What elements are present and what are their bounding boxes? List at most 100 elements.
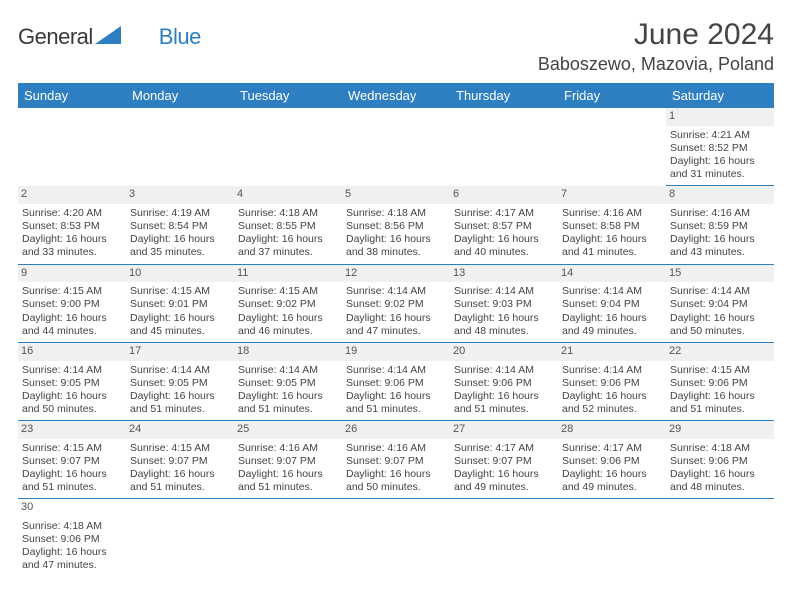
calendar-day: 12 Sunrise: 4:14 AMSunset: 9:02 PMDayligh… — [342, 264, 450, 342]
day-details: Sunrise: 4:16 AMSunset: 8:58 PMDaylight:… — [562, 207, 662, 260]
calendar-day: 16Sunrise: 4:14 AMSunset: 9:05 PMDayligh… — [18, 342, 126, 420]
day-details: Sunrise: 4:17 AMSunset: 9:07 PMDaylight:… — [454, 442, 554, 495]
calendar-row: 16Sunrise: 4:14 AMSunset: 9:05 PMDayligh… — [18, 342, 774, 420]
day-details: Sunrise: 4:19 AMSunset: 8:54 PMDaylight:… — [130, 207, 230, 260]
day-number: 20 — [450, 343, 558, 361]
calendar-empty — [558, 108, 666, 186]
calendar-day: 23Sunrise: 4:15 AMSunset: 9:07 PMDayligh… — [18, 421, 126, 499]
day-details: Sunrise: 4:18 AMSunset: 8:56 PMDaylight:… — [346, 207, 446, 260]
calendar-day: 19 Sunrise: 4:14 AMSunset: 9:06 PMDayligh… — [342, 342, 450, 420]
calendar-day: 10Sunrise: 4:15 AMSunset: 9:01 PMDayligh… — [126, 264, 234, 342]
calendar-day: 8 Sunrise: 4:16 AMSunset: 8:59 PMDaylight… — [666, 186, 774, 264]
day-details: Sunrise: 4:14 AMSunset: 9:05 PMDaylight:… — [22, 364, 122, 417]
calendar-row: 23Sunrise: 4:15 AMSunset: 9:07 PMDayligh… — [18, 421, 774, 499]
day-number: 24 — [126, 421, 234, 439]
calendar-row: 9 Sunrise: 4:15 AMSunset: 9:00 PMDaylight… — [18, 264, 774, 342]
day-number: 27 — [450, 421, 558, 439]
day-details: Sunrise: 4:17 AMSunset: 9:06 PMDaylight:… — [562, 442, 662, 495]
day-number: 28 — [558, 421, 666, 439]
day-details: Sunrise: 4:14 AMSunset: 9:04 PMDaylight:… — [562, 285, 662, 338]
calendar-day: 9 Sunrise: 4:15 AMSunset: 9:00 PMDaylight… — [18, 264, 126, 342]
calendar-day: 21Sunrise: 4:14 AMSunset: 9:06 PMDayligh… — [558, 342, 666, 420]
day-number: 8 — [666, 186, 774, 204]
day-details: Sunrise: 4:15 AMSunset: 9:06 PMDaylight:… — [670, 364, 770, 417]
day-number: 10 — [126, 265, 234, 283]
day-number: 1 — [666, 108, 774, 126]
calendar-day: 20 Sunrise: 4:14 AMSunset: 9:06 PMDayligh… — [450, 342, 558, 420]
day-header: Sunday — [18, 83, 126, 108]
day-number: 13 — [450, 265, 558, 283]
month-title: June 2024 — [538, 18, 774, 52]
day-number: 29 — [666, 421, 774, 439]
calendar-empty — [558, 499, 666, 577]
day-number: 3 — [126, 186, 234, 204]
calendar-row: 2 Sunrise: 4:20 AMSunset: 8:53 PMDaylight… — [18, 186, 774, 264]
calendar-day: 28 Sunrise: 4:17 AMSunset: 9:06 PMDayligh… — [558, 421, 666, 499]
day-details: Sunrise: 4:15 AMSunset: 9:00 PMDaylight:… — [22, 285, 122, 338]
day-details: Sunrise: 4:16 AMSunset: 8:59 PMDaylight:… — [670, 207, 770, 260]
location: Baboszewo, Mazovia, Poland — [538, 54, 774, 75]
day-details: Sunrise: 4:15 AMSunset: 9:07 PMDaylight:… — [130, 442, 230, 495]
day-number: 12 — [342, 265, 450, 283]
day-number: 11 — [234, 265, 342, 283]
day-details: Sunrise: 4:18 AMSunset: 9:06 PMDaylight:… — [670, 442, 770, 495]
day-details: Sunrise: 4:14 AMSunset: 9:05 PMDaylight:… — [130, 364, 230, 417]
calendar-empty — [342, 108, 450, 186]
day-header: Tuesday — [234, 83, 342, 108]
day-number: 30 — [18, 499, 126, 517]
calendar-day: 26 Sunrise: 4:16 AMSunset: 9:07 PMDayligh… — [342, 421, 450, 499]
calendar-empty — [450, 108, 558, 186]
calendar-day: 5 Sunrise: 4:18 AMSunset: 8:56 PMDaylight… — [342, 186, 450, 264]
day-number: 2 — [18, 186, 126, 204]
day-header: Monday — [126, 83, 234, 108]
day-details: Sunrise: 4:14 AMSunset: 9:06 PMDaylight:… — [454, 364, 554, 417]
day-number: 26 — [342, 421, 450, 439]
day-details: Sunrise: 4:18 AMSunset: 9:06 PMDaylight:… — [22, 520, 122, 573]
day-details: Sunrise: 4:16 AMSunset: 9:07 PMDaylight:… — [346, 442, 446, 495]
calendar-day: 25Sunrise: 4:16 AMSunset: 9:07 PMDayligh… — [234, 421, 342, 499]
day-details: Sunrise: 4:17 AMSunset: 8:57 PMDaylight:… — [454, 207, 554, 260]
day-number: 19 — [342, 343, 450, 361]
calendar-day: 4 Sunrise: 4:18 AMSunset: 8:55 PMDaylight… — [234, 186, 342, 264]
calendar-day: 18Sunrise: 4:14 AMSunset: 9:05 PMDayligh… — [234, 342, 342, 420]
calendar-empty — [234, 108, 342, 186]
day-number: 17 — [126, 343, 234, 361]
day-details: Sunrise: 4:14 AMSunset: 9:06 PMDaylight:… — [562, 364, 662, 417]
calendar-day: 3 Sunrise: 4:19 AMSunset: 8:54 PMDaylight… — [126, 186, 234, 264]
header: General Blue June 2024 Baboszewo, Mazovi… — [18, 18, 774, 75]
day-header: Friday — [558, 83, 666, 108]
logo-text-blue: Blue — [159, 24, 201, 50]
day-header: Saturday — [666, 83, 774, 108]
logo: General Blue — [18, 18, 201, 50]
logo-triangle-icon — [95, 26, 121, 49]
day-number: 4 — [234, 186, 342, 204]
calendar-day: 29 Sunrise: 4:18 AMSunset: 9:06 PMDayligh… — [666, 421, 774, 499]
calendar-empty — [342, 499, 450, 577]
day-details: Sunrise: 4:14 AMSunset: 9:02 PMDaylight:… — [346, 285, 446, 338]
calendar-day: 14 Sunrise: 4:14 AMSunset: 9:04 PMDayligh… — [558, 264, 666, 342]
day-number: 23 — [18, 421, 126, 439]
calendar-day: 15Sunrise: 4:14 AMSunset: 9:04 PMDayligh… — [666, 264, 774, 342]
calendar-empty — [666, 499, 774, 577]
day-details: Sunrise: 4:20 AMSunset: 8:53 PMDaylight:… — [22, 207, 122, 260]
day-details: Sunrise: 4:18 AMSunset: 8:55 PMDaylight:… — [238, 207, 338, 260]
day-details: Sunrise: 4:15 AMSunset: 9:02 PMDaylight:… — [238, 285, 338, 338]
calendar-day: 6Sunrise: 4:17 AMSunset: 8:57 PMDaylight… — [450, 186, 558, 264]
calendar-row: 1Sunrise: 4:21 AMSunset: 8:52 PMDaylight… — [18, 108, 774, 186]
calendar-day: 17 Sunrise: 4:14 AMSunset: 9:05 PMDayligh… — [126, 342, 234, 420]
calendar-day: 11 Sunrise: 4:15 AMSunset: 9:02 PMDayligh… — [234, 264, 342, 342]
calendar-empty — [126, 499, 234, 577]
day-number: 18 — [234, 343, 342, 361]
day-details: Sunrise: 4:14 AMSunset: 9:06 PMDaylight:… — [346, 364, 446, 417]
day-number: 14 — [558, 265, 666, 283]
calendar-empty — [18, 108, 126, 186]
day-number: 5 — [342, 186, 450, 204]
day-details: Sunrise: 4:14 AMSunset: 9:03 PMDaylight:… — [454, 285, 554, 338]
day-number: 7 — [558, 186, 666, 204]
day-header: Thursday — [450, 83, 558, 108]
title-block: June 2024 Baboszewo, Mazovia, Poland — [538, 18, 774, 75]
calendar-table: SundayMondayTuesdayWednesdayThursdayFrid… — [18, 83, 774, 577]
calendar-empty — [234, 499, 342, 577]
day-number: 9 — [18, 265, 126, 283]
logo-text-general: General — [18, 24, 93, 50]
